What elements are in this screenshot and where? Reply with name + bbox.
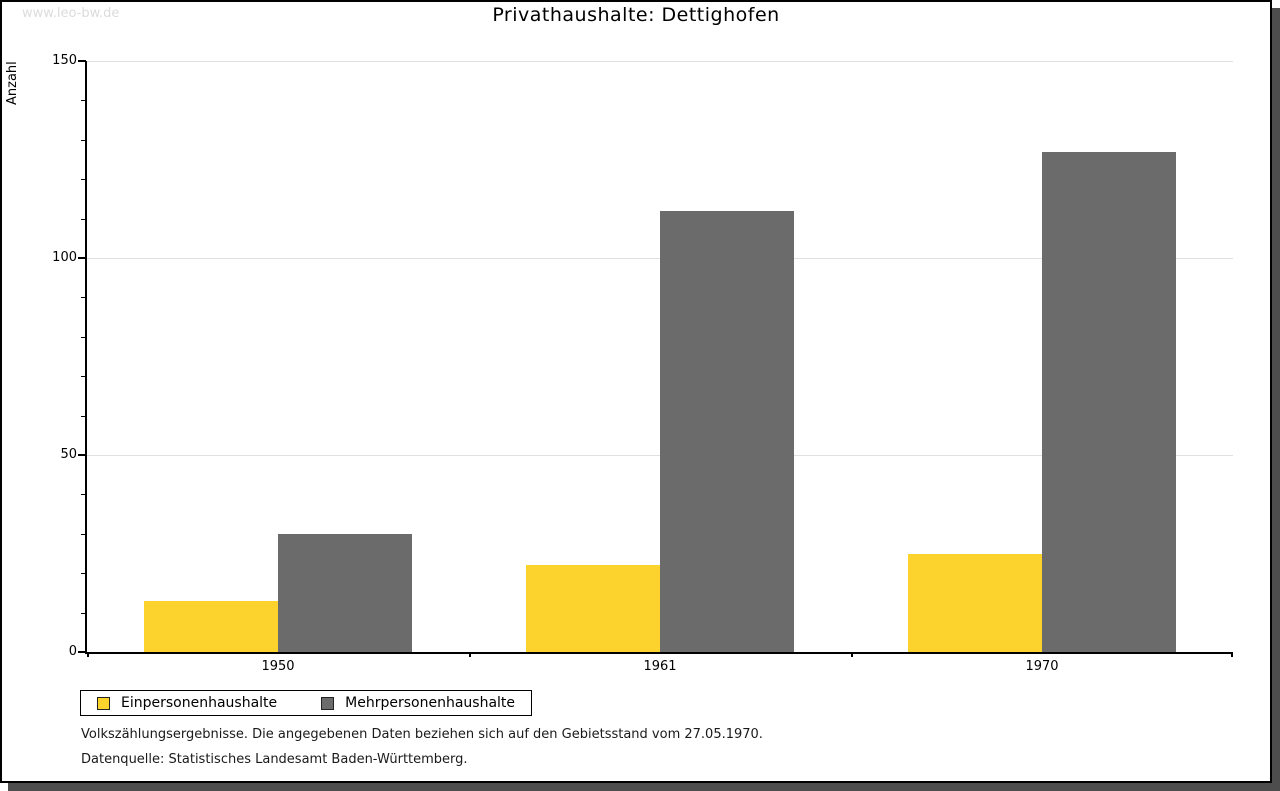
y-minor-tick-60 xyxy=(81,415,86,417)
plot-area: 0 50 100 150 1950 1961 1970 xyxy=(52,53,1233,674)
y-minor-tick-40 xyxy=(81,494,86,496)
y-minor-tick-120 xyxy=(81,179,86,181)
x-boundary-tick-3 xyxy=(1231,652,1233,657)
y-tick-label-0: 0 xyxy=(68,644,77,659)
gridline-150 xyxy=(87,60,1233,62)
legend-swatch-mehrpersonenhaushalte xyxy=(321,696,335,710)
bar-mehrpersonenhaushalte-1970 xyxy=(1042,151,1176,652)
bar-einpersonenhaushalte-1950 xyxy=(144,600,278,652)
y-tick-0 xyxy=(78,651,86,653)
legend-swatch-einpersonenhaushalte xyxy=(97,696,110,710)
y-tick-label-150: 150 xyxy=(52,53,77,68)
y-minor-tick-30 xyxy=(81,533,86,535)
y-tick-label-50: 50 xyxy=(60,447,77,462)
x-tick-label-1970: 1970 xyxy=(1025,659,1059,674)
legend: Einpersonenhaushalte Mehrpersonenhaushal… xyxy=(80,690,533,716)
y-axis-label: Anzahl xyxy=(5,61,20,105)
legend-label-einpersonenhaushalte: Einpersonenhaushalte xyxy=(121,695,278,711)
bar-einpersonenhaushalte-1961 xyxy=(526,565,660,652)
y-minor-tick-110 xyxy=(81,218,86,220)
footnote-data-source: Datenquelle: Statistisches Landesamt Bad… xyxy=(81,752,468,767)
bar-einpersonenhaushalte-1970 xyxy=(908,553,1042,652)
watermark: www.leo-bw.de xyxy=(22,6,120,21)
legend-label-mehrpersonenhaushalte: Mehrpersonenhaushalte xyxy=(345,695,516,711)
y-minor-tick-10 xyxy=(81,612,86,614)
bar-mehrpersonenhaushalte-1961 xyxy=(660,210,794,652)
x-boundary-tick-1 xyxy=(469,652,471,657)
legend-item-mehrpersonenhaushalte: Mehrpersonenhaushalte xyxy=(321,695,515,711)
bar-mehrpersonenhaushalte-1950 xyxy=(278,533,412,652)
y-tick-label-100: 100 xyxy=(52,250,77,265)
y-tick-150 xyxy=(78,60,86,62)
y-minor-tick-20 xyxy=(81,573,86,575)
y-tick-100 xyxy=(78,257,86,259)
y-tick-50 xyxy=(78,454,86,456)
y-minor-tick-80 xyxy=(81,336,86,338)
x-tick-label-1950: 1950 xyxy=(261,659,295,674)
y-minor-tick-70 xyxy=(81,376,86,378)
footnote-source-note: Volkszählungsergebnisse. Die angegebenen… xyxy=(81,727,763,742)
chart-title: Privathaushalte: Dettighofen xyxy=(492,4,780,26)
y-minor-tick-130 xyxy=(81,139,86,141)
y-minor-tick-90 xyxy=(81,297,86,299)
x-boundary-tick-0 xyxy=(87,652,89,657)
legend-item-einpersonenhaushalte: Einpersonenhaushalte xyxy=(97,695,277,711)
x-tick-label-1961: 1961 xyxy=(643,659,677,674)
x-boundary-tick-2 xyxy=(851,652,853,657)
y-minor-tick-140 xyxy=(81,100,86,102)
